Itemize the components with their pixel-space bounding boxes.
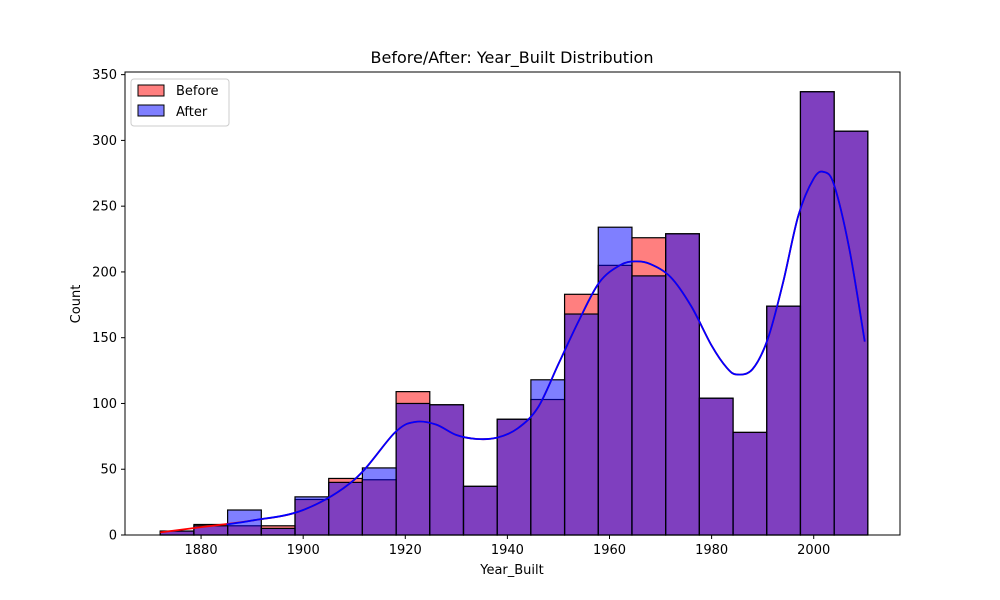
x-tick-label-1980: 1980	[695, 543, 728, 558]
legend-label-before: Before	[176, 84, 219, 99]
x-axis-label: Year_Built	[479, 563, 544, 578]
x-tick-label-1920: 1920	[389, 543, 422, 558]
bar-after-3	[260, 527, 296, 536]
bar-after-5	[328, 481, 364, 536]
bar-after-6	[361, 467, 397, 536]
bar-after-4	[294, 496, 330, 536]
bar-after-19	[799, 91, 835, 536]
chart-title: Before/After: Year_Built Distribution	[371, 48, 654, 68]
bar-after-11	[530, 379, 566, 536]
y-tick-label-350: 350	[92, 68, 117, 83]
legend-swatch-after	[137, 104, 165, 117]
axes-layer: 1880 1900 1920 1940 1960 1980 2000 0 50 100 150 200…	[92, 68, 901, 558]
bar-after-14	[631, 275, 667, 536]
y-tick-label-200: 200	[92, 265, 117, 280]
y-tick-label-250: 250	[92, 200, 117, 215]
y-tick-label-300: 300	[92, 134, 117, 149]
y-axis-label: Count	[69, 285, 84, 324]
bar-after-17	[732, 431, 768, 536]
bar-after-10	[496, 418, 532, 536]
y-tick-label-150: 150	[92, 331, 117, 346]
legend-swatch-before	[137, 84, 165, 97]
x-tick-label-2000: 2000	[797, 543, 830, 558]
x-tick-label-1960: 1960	[593, 543, 626, 558]
y-tick-label-50: 50	[100, 463, 117, 478]
bar-after-8	[429, 404, 465, 536]
x-tick-label-1880: 1880	[185, 543, 218, 558]
bar-after-20	[833, 130, 869, 536]
x-tick-label-1940: 1940	[491, 543, 524, 558]
plot-frame	[124, 71, 901, 536]
legend: Before After	[130, 78, 230, 127]
legend-label-after: After	[176, 105, 208, 120]
kde-layer	[160, 170, 866, 534]
bar-after-9	[462, 485, 498, 536]
y-tick-label-0: 0	[109, 529, 117, 544]
bar-after-16	[698, 397, 734, 536]
bar-after-7	[395, 402, 431, 536]
bar-after-13	[597, 226, 633, 536]
x-tick-label-1900: 1900	[287, 543, 320, 558]
bar-after-15	[665, 233, 700, 536]
bar-after-18	[766, 305, 802, 536]
kde-line-after	[226, 170, 866, 526]
bars-layer	[159, 91, 869, 536]
bar-after-12	[563, 313, 599, 536]
y-tick-label-100: 100	[92, 397, 117, 412]
